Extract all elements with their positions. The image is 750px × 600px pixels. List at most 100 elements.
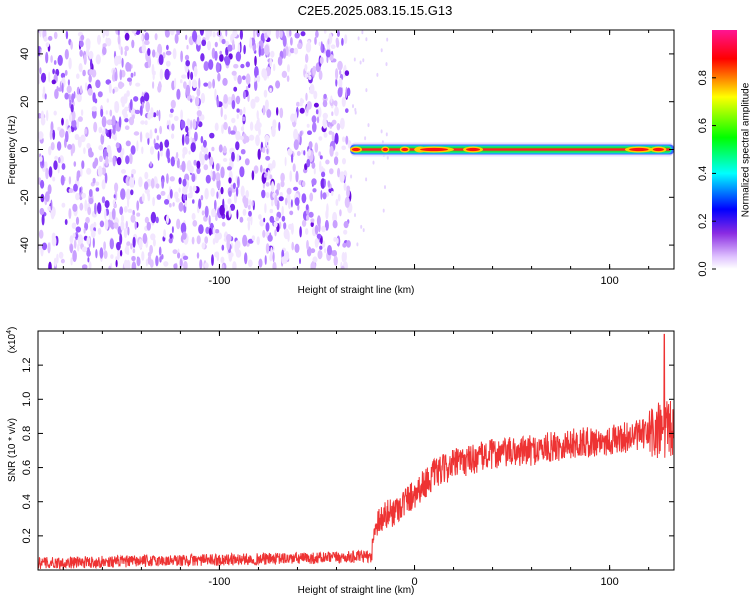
noise-speckle [44, 191, 50, 202]
noise-speckle [46, 109, 49, 122]
noise-speckle [232, 39, 235, 51]
noise-speckle [279, 30, 283, 39]
noise-speckle [299, 107, 305, 114]
noise-speckle [345, 86, 348, 98]
noise-speckle [212, 31, 216, 38]
noise-speckle [50, 142, 55, 151]
noise-speckle [196, 252, 200, 259]
noise-speckle [214, 122, 219, 131]
snr-y-multiplier-exponent: 4 [6, 330, 13, 334]
noise-speckle [147, 48, 151, 56]
noise-speckle [209, 156, 214, 166]
noise-speckle [170, 99, 176, 109]
noise-speckle [330, 95, 333, 103]
noise-speckle [304, 64, 308, 72]
noise-speckle [121, 148, 125, 156]
noise-speckle [124, 45, 129, 52]
noise-speckle [119, 69, 123, 81]
noise-speckle [279, 107, 284, 119]
noise-speckle [199, 30, 204, 36]
noise-speckle [196, 110, 202, 117]
noise-speckle [185, 125, 189, 133]
noise-speckle [182, 255, 189, 260]
noise-speckle [275, 30, 280, 40]
noise-speckle [247, 259, 253, 268]
noise-speckle [218, 144, 223, 153]
noise-speckle [109, 109, 113, 117]
band-hotspot-core [420, 147, 449, 152]
noise-speckle [205, 174, 211, 184]
noise-speckle [269, 232, 272, 242]
noise-speckle [203, 61, 209, 72]
noise-speckle [149, 129, 153, 140]
noise-speckle [341, 96, 346, 108]
noise-speckle [52, 68, 55, 75]
noise-speckle [160, 190, 166, 196]
noise-speckle [335, 68, 339, 80]
noise-speckle [337, 87, 343, 98]
noise-speckle [131, 39, 135, 49]
noise-speckle [356, 242, 359, 247]
noise-speckle [164, 30, 170, 38]
noise-speckle [97, 34, 101, 45]
noise-speckle [66, 85, 72, 94]
noise-speckle [256, 75, 261, 83]
snr-y-multiplier-prefix: (x10 [7, 333, 18, 353]
noise-speckle [346, 87, 351, 97]
noise-speckle [190, 71, 194, 81]
y-tick-label: 0 [19, 146, 31, 152]
noise-speckle [221, 124, 224, 134]
colorbar: 0.0 0.2 0.4 0.6 0.8 Normalized spectral ampl… [697, 30, 750, 277]
noise-speckle [216, 251, 220, 262]
noise-speckle [111, 115, 116, 127]
noise-speckle [67, 127, 72, 134]
noise-speckle [336, 123, 341, 131]
noise-speckle [97, 165, 103, 177]
noise-speckle [306, 214, 310, 221]
noise-speckle [117, 34, 121, 45]
noise-speckle [132, 236, 136, 248]
noise-speckle [223, 94, 228, 104]
noise-speckle [169, 30, 175, 36]
noise-speckle [144, 171, 149, 180]
noise-speckle [134, 109, 141, 115]
noise-speckle [278, 196, 284, 202]
noise-speckle [320, 190, 323, 200]
noise-speckle [88, 197, 94, 205]
noise-speckle [58, 251, 64, 259]
noise-speckle [198, 198, 202, 210]
noise-speckle [331, 191, 334, 196]
noise-speckle [201, 242, 206, 249]
noise-speckle [208, 215, 211, 226]
noise-speckle [340, 265, 345, 269]
noise-speckle [244, 252, 248, 265]
noise-speckle [200, 194, 204, 201]
noise-speckle [147, 255, 152, 265]
noise-speckle [86, 167, 92, 175]
noise-speckle [131, 114, 135, 120]
noise-speckle [365, 88, 368, 93]
noise-speckle [67, 144, 73, 150]
noise-speckle [251, 235, 256, 242]
noise-speckle [91, 108, 97, 119]
noise-speckle [323, 30, 327, 34]
noise-speckle [135, 82, 141, 87]
band-core [354, 148, 670, 151]
noise-speckle [322, 100, 328, 108]
noise-speckle [143, 30, 147, 33]
noise-speckle [138, 176, 143, 188]
noise-speckle [174, 33, 179, 44]
noise-speckle [353, 57, 356, 62]
noise-speckle [124, 125, 130, 130]
noise-speckle [95, 187, 100, 192]
noise-speckle [125, 188, 131, 201]
noise-speckle [152, 197, 156, 207]
noise-speckle [84, 128, 88, 135]
y-tick-label: 0.8 [21, 426, 33, 441]
noise-speckle [158, 246, 162, 256]
noise-speckle [329, 54, 334, 61]
noise-speckle [294, 111, 298, 123]
noise-speckle [243, 44, 246, 55]
noise-speckle [333, 255, 338, 266]
noise-speckle [239, 109, 243, 116]
